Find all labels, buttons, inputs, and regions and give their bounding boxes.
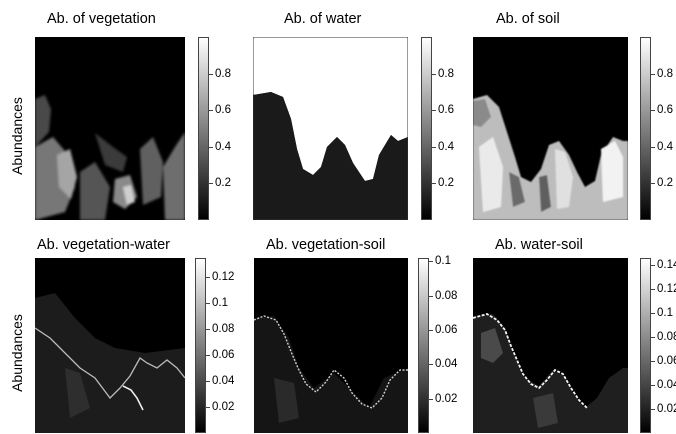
colorbar-tick-mark [651, 313, 655, 314]
colorbar-tick-label: 0.12 [657, 283, 676, 295]
colorbar-tick-label: 0.6 [215, 104, 231, 116]
row-label-top: Abundances [9, 97, 25, 175]
colorbar-tick-mark [651, 361, 655, 362]
colorbar-tick-label: 0.12 [212, 271, 235, 283]
colorbar-tick-label: 0.4 [657, 141, 673, 153]
colorbar-tick-mark [206, 303, 210, 304]
abundance-map-vegetation [35, 37, 185, 220]
colorbar-tick-label: 0.8 [215, 68, 231, 80]
colorbar-tick-label: 0.02 [212, 401, 235, 413]
colorbar-tick-label: 0.04 [212, 375, 235, 387]
colorbar-tick-label: 0.08 [212, 323, 235, 335]
colorbar-tick-mark [432, 147, 436, 148]
colorbar-tick-mark [429, 399, 433, 400]
colorbar-tick-mark [429, 330, 433, 331]
colorbar-tick-mark [651, 183, 655, 184]
colorbar-tick-label: 0.8 [438, 68, 454, 80]
colorbar-vegetation-soil [418, 258, 429, 433]
colorbar-tick-label: 0.06 [657, 355, 676, 367]
colorbar-vegetation [198, 37, 209, 220]
colorbar-soil [640, 37, 651, 220]
abundance-map-vegetation-water [35, 258, 185, 433]
colorbar-tick-label: 0.04 [435, 358, 458, 370]
colorbar-tick-label: 0.1 [657, 307, 673, 319]
colorbar-tick-label: 0.4 [215, 141, 231, 153]
colorbar-tick-label: 0.2 [215, 177, 231, 189]
colorbar-tick-mark [432, 74, 436, 75]
colorbar-tick-label: 0.08 [657, 331, 676, 343]
colorbar-tick-label: 0.06 [435, 324, 458, 336]
colorbar-tick-label: 0.8 [657, 68, 673, 80]
colorbar-tick-mark [206, 407, 210, 408]
abundance-map-water-soil [473, 258, 628, 433]
colorbar-tick-label: 0.1 [212, 297, 228, 309]
colorbar-tick-mark [651, 265, 655, 266]
colorbar-tick-label: 0.6 [657, 104, 673, 116]
colorbar-tick-label: 0.4 [438, 141, 454, 153]
abundance-map-water [253, 37, 408, 220]
colorbar-tick-mark [209, 110, 213, 111]
panel-title-vegetation-water: Ab. vegetation-water [37, 237, 170, 253]
panel-title-vegetation: Ab. of vegetation [47, 11, 156, 27]
abundance-map-soil [473, 37, 628, 220]
colorbar-tick-mark [206, 355, 210, 356]
colorbar-tick-mark [651, 337, 655, 338]
colorbar-tick-mark [209, 183, 213, 184]
colorbar-tick-label: 0.02 [435, 393, 458, 405]
colorbar-tick-label: 0.14 [657, 259, 676, 271]
colorbar-tick-mark [206, 329, 210, 330]
colorbar-tick-mark [209, 147, 213, 148]
colorbar-tick-mark [429, 261, 433, 262]
colorbar-vegetation-water [195, 258, 206, 433]
colorbar-tick-mark [651, 409, 655, 410]
colorbar-tick-label: 0.02 [657, 403, 676, 415]
colorbar-tick-label: 0.06 [212, 349, 235, 361]
panel-title-water-soil: Ab. water-soil [495, 237, 583, 253]
colorbar-tick-label: 0.2 [438, 177, 454, 189]
colorbar-tick-label: 0.6 [438, 104, 454, 116]
colorbar-tick-label: 0.04 [657, 379, 676, 391]
colorbar-tick-mark [651, 289, 655, 290]
abundance-map-vegetation-soil [254, 258, 408, 433]
panel-title-soil: Ab. of soil [496, 11, 560, 27]
colorbar-tick-mark [432, 183, 436, 184]
colorbar-tick-mark [651, 385, 655, 386]
colorbar-tick-mark [651, 74, 655, 75]
colorbar-tick-label: 0.1 [435, 255, 451, 267]
colorbar-water-soil [640, 258, 651, 433]
colorbar-tick-label: 0.2 [657, 177, 673, 189]
colorbar-tick-mark [429, 364, 433, 365]
colorbar-water [421, 37, 432, 220]
panel-title-vegetation-soil: Ab. vegetation-soil [266, 237, 386, 253]
colorbar-tick-mark [651, 147, 655, 148]
colorbar-tick-mark [429, 296, 433, 297]
colorbar-tick-mark [206, 277, 210, 278]
colorbar-tick-mark [206, 381, 210, 382]
panel-title-water: Ab. of water [284, 11, 362, 27]
colorbar-tick-mark [209, 74, 213, 75]
colorbar-tick-mark [651, 110, 655, 111]
colorbar-tick-mark [432, 110, 436, 111]
colorbar-tick-label: 0.08 [435, 290, 458, 302]
row-label-bottom: Abundances [9, 314, 25, 392]
